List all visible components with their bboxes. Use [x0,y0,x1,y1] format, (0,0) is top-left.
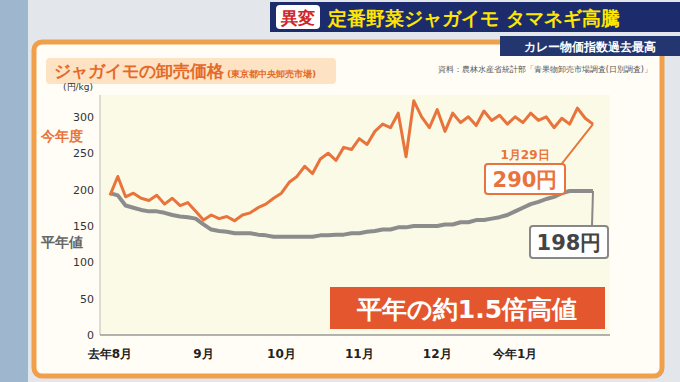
subheadline-band [500,36,680,56]
board [34,42,662,376]
x-tick-label: 9月 [193,347,213,361]
title-box [46,58,336,84]
y-tick-label: 200 [73,184,94,197]
y-tick-label: 0 [87,329,94,342]
legend-label: 今年度 [40,128,83,144]
annotation: 平年の約1.5倍高値 [356,295,577,324]
tag-box [276,5,320,29]
series-line [110,101,593,221]
callout-box [530,226,608,258]
annotation: 198円 [537,231,602,255]
annotation: 1月29日 [500,148,549,162]
header-band [270,2,680,32]
x-tick-label: 12月 [423,347,452,361]
x-tick-label: 11月 [345,347,374,361]
y-tick-label: 150 [73,220,94,233]
tag: 異変 [280,8,315,28]
annotation: 290円 [493,168,558,192]
legend-label: 平年値 [40,234,83,250]
y-tick-label: 250 [73,147,94,160]
subheadline: カレー物価指数過去最高 [524,40,656,54]
y-tick-label: 300 [73,111,94,124]
headline: 定番野菜ジャガイモ タマネギ高騰 [327,7,620,29]
source: 資料：農林水産省統計部「青果物卸売市場調査(日別調査)」 [438,65,652,74]
y-tick-label: 100 [73,256,94,269]
callout-box [485,164,565,194]
series-group [110,101,593,237]
y-tick-label: 50 [80,293,94,306]
x-tick-label: 今年1月 [492,347,537,361]
y-axis-label: (円/kg) [63,82,93,92]
y-axis [100,95,101,335]
side-strip [0,0,28,382]
title: ジャガイモの卸売価格 [54,61,225,81]
callout-pointer [560,124,593,166]
x-axis [100,334,610,336]
series-line [110,191,593,237]
callout-pointer [592,191,593,226]
canvas: 異変定番野菜ジャガイモ タマネギ高騰カレー物価指数過去最高ジャガイモの卸売価格(… [0,0,680,382]
plot-area [100,95,610,335]
banner [330,287,605,329]
x-tick-label: 去年8月 [87,347,132,361]
subtitle: (東京都中央卸売市場) [227,69,316,79]
x-tick-label: 10月 [267,347,296,361]
background [0,0,680,382]
